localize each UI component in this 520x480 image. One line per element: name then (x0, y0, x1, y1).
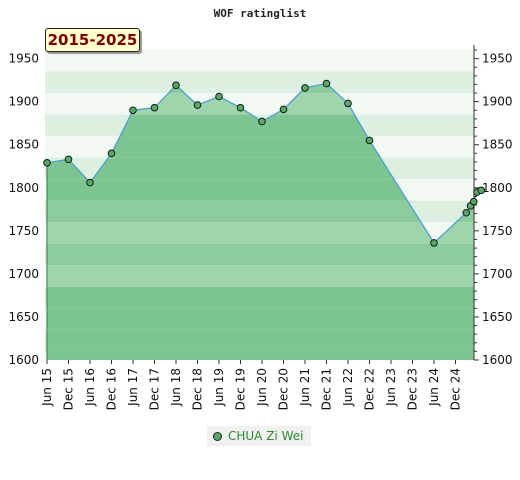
y-tick-label-right: 1600 (482, 353, 513, 367)
data-point (365, 136, 374, 145)
y-tick-label-left: 1950 (8, 52, 39, 66)
y-tick-label-left: 1750 (8, 224, 39, 238)
x-tick-label: Dec 15 (62, 368, 76, 410)
area-band (47, 200, 474, 223)
data-point (258, 117, 266, 126)
area-band (47, 243, 474, 266)
x-tick-label: Dec 19 (234, 368, 248, 410)
data-point (236, 103, 245, 112)
data-point (107, 149, 116, 158)
chart-title: WOF ratinglist (214, 7, 307, 20)
data-point (193, 101, 202, 109)
area-band (47, 179, 474, 201)
x-tick-label: Jun 20 (255, 368, 269, 407)
area-band (47, 286, 474, 309)
y-tick-label-right: 1950 (482, 52, 513, 66)
x-tick-label: Jun 21 (298, 368, 312, 407)
y-tick-label-right: 1750 (482, 224, 513, 238)
x-tick-label: Dec 18 (191, 368, 205, 410)
background-band (45, 50, 474, 72)
x-tick-label: Dec 23 (406, 368, 420, 410)
x-tick-label: Jun 22 (341, 368, 355, 407)
area-band (47, 351, 474, 360)
x-tick-label: Jun 15 (40, 368, 54, 407)
y-tick-label-left: 1850 (8, 138, 39, 152)
area-band (47, 265, 474, 287)
y-tick-label-left: 1900 (8, 95, 39, 109)
y-tick-label-left: 1600 (8, 353, 39, 367)
x-tick-label: Jun 19 (212, 368, 226, 407)
data-point (322, 79, 331, 88)
x-tick-label: Jun 24 (427, 368, 441, 407)
legend-series-name: CHUA Zi Wei (228, 429, 304, 443)
y-tick-label-left: 1650 (8, 310, 39, 324)
data-point (64, 155, 73, 164)
x-axis: Jun 15 Dec 15 Jun 16 Dec 16 Jun 17 Dec 17 Jun … (40, 360, 463, 410)
y-tick-label-right: 1700 (482, 267, 513, 281)
y-tick-label-right: 1900 (482, 95, 513, 109)
y-tick-label-left: 1800 (8, 181, 39, 195)
data-point (344, 99, 352, 108)
legend-marker-icon (213, 431, 222, 441)
data-point (86, 178, 94, 187)
y-axis-left: 1600 1650 1700 1750 1800 1850 1900 1950 (8, 52, 39, 367)
x-tick-label: Jun 18 (169, 368, 183, 407)
y-tick-label-right: 1650 (482, 310, 513, 324)
data-point (43, 159, 51, 167)
data-point (150, 103, 159, 112)
x-tick-label: Jun 17 (126, 368, 140, 407)
y-tick-label-left: 1700 (8, 267, 39, 281)
y-tick-label-right: 1800 (482, 181, 513, 195)
x-tick-label: Dec 22 (363, 368, 377, 410)
x-tick-label: Dec 24 (449, 368, 463, 410)
area-band (47, 329, 474, 352)
data-point (301, 84, 309, 92)
data-point (462, 208, 471, 217)
x-tick-label: Jun 16 (83, 368, 97, 407)
data-point (129, 106, 137, 115)
area-band (47, 157, 474, 180)
data-points (43, 79, 486, 247)
y-axis-right: 1600 1650 1700 1750 1800 1850 1900 1950 (473, 45, 513, 367)
series-line (46, 82, 482, 244)
data-point (477, 186, 486, 195)
x-tick-label: Dec 20 (277, 368, 291, 410)
legend: CHUA Zi Wei (207, 426, 312, 446)
x-tick-label: Dec 21 (320, 368, 334, 410)
area-band (47, 308, 474, 330)
period-label: 2015-2025 (45, 28, 140, 52)
data-point (172, 81, 180, 90)
data-point (430, 239, 438, 247)
x-tick-label: Jun 23 (384, 368, 398, 407)
y-tick-label-right: 1850 (482, 138, 513, 152)
background-band (45, 71, 474, 94)
area-band (47, 222, 474, 244)
data-point (469, 197, 478, 206)
x-tick-label: Dec 17 (148, 368, 162, 410)
x-tick-label: Dec 16 (105, 368, 119, 410)
background-band (45, 93, 474, 115)
data-point (279, 105, 288, 114)
data-point (215, 92, 223, 101)
